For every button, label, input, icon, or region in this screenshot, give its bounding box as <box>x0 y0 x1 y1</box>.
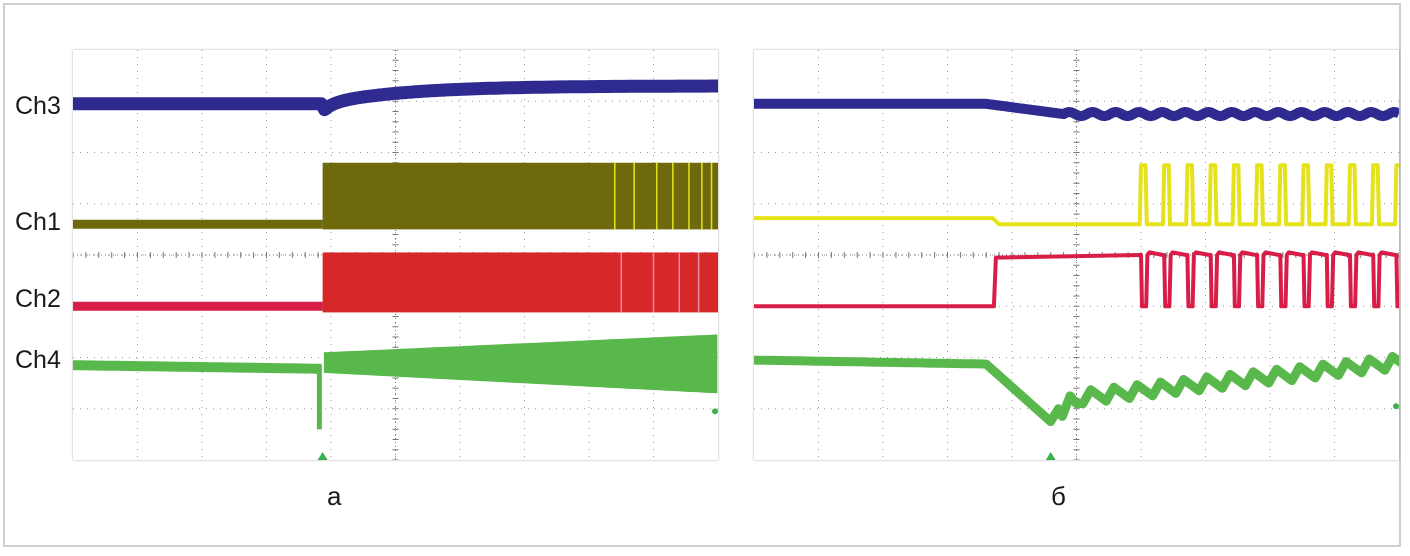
ch4-label: Ch4 <box>15 346 61 374</box>
caption-b: б <box>1051 481 1066 511</box>
ch4-trace <box>754 352 1399 427</box>
ch2-switching-band <box>322 252 718 313</box>
ch2-trace <box>754 250 1399 309</box>
ch4-end-marker <box>712 408 718 415</box>
ch4-end-marker <box>1393 403 1399 410</box>
ch1-label: Ch1 <box>15 208 61 236</box>
oscillogram-b-plot <box>754 50 1399 460</box>
ch1-trace <box>754 163 1399 227</box>
figure-frame: Ch3 Ch1 Ch2 Ch4 а б <box>3 3 1401 547</box>
ch3-label: Ch3 <box>15 92 61 120</box>
caption-a: а <box>327 481 342 511</box>
ch3-trace <box>754 98 1399 122</box>
oscillogram-b <box>754 50 1399 460</box>
ch4-trace-idle <box>73 360 322 374</box>
trigger-marker <box>317 452 328 460</box>
ch3-trace <box>73 79 718 117</box>
oscillogram-a-plot <box>73 50 718 460</box>
oscillogram-a <box>73 50 718 460</box>
ch1-switching-band <box>322 162 718 230</box>
ch2-label: Ch2 <box>15 285 61 313</box>
ch4-ripple-band <box>323 334 718 394</box>
trigger-marker <box>1045 452 1056 460</box>
